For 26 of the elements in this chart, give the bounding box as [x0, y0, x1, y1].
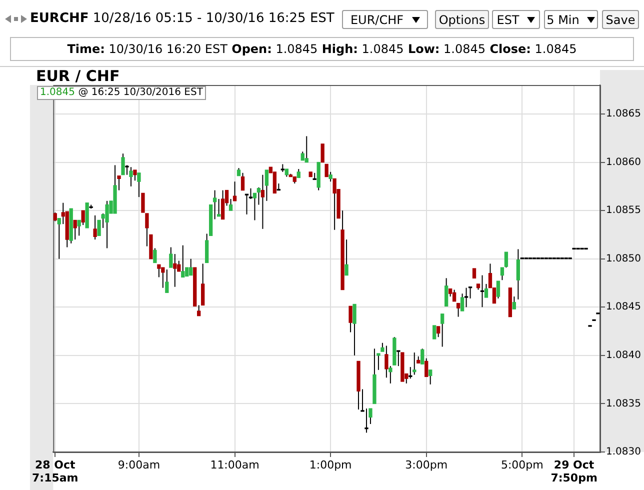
y-tick-label: 1.0860	[606, 156, 641, 168]
chart-title: EUR / CHF	[36, 67, 120, 85]
x-tick-label: 9:00am	[118, 458, 160, 472]
text: Save	[602, 10, 639, 29]
text: 5 Min	[544, 10, 598, 29]
y-tick-label: 1.0830	[606, 446, 641, 458]
text: EUR/CHF	[342, 10, 428, 29]
y-tick-label: 1.0845	[606, 302, 641, 313]
x-tick-label: 5:00pm	[500, 458, 544, 472]
annotation: 1.0845 @ 16:25 10/30/2016 EST	[37, 86, 206, 100]
text: Time: 10/30/16 16:20 EST Open: 1.0845 High: 1.0845 Low: 1.0845 Close: 1.0845	[67, 42, 577, 56]
y-tick-label: 1.0855	[606, 205, 641, 216]
x-tick-label: 29 Oct 7:50pm	[550, 458, 598, 485]
text: EURCHF 10/28/16 05:15 - 10/30/16 16:25 EST	[30, 11, 334, 26]
y-tick-label: 1.0865	[606, 108, 641, 120]
y-tick-label: 1.0850	[606, 253, 641, 264]
x-tick-label: 11:00am	[210, 458, 260, 472]
candlestick	[364, 408, 368, 433]
x-tick-label: 3:00pm	[405, 458, 448, 472]
text: EST	[492, 10, 540, 29]
candlestick	[396, 350, 400, 366]
y-tick-label: 1.0835	[606, 398, 641, 410]
y-tick-label: 1.0840	[606, 350, 641, 362]
x-tick-label: 1:00pm	[309, 458, 352, 472]
text: Options	[435, 10, 489, 29]
x-tick-label: 28 Oct 7:15am	[32, 458, 78, 485]
